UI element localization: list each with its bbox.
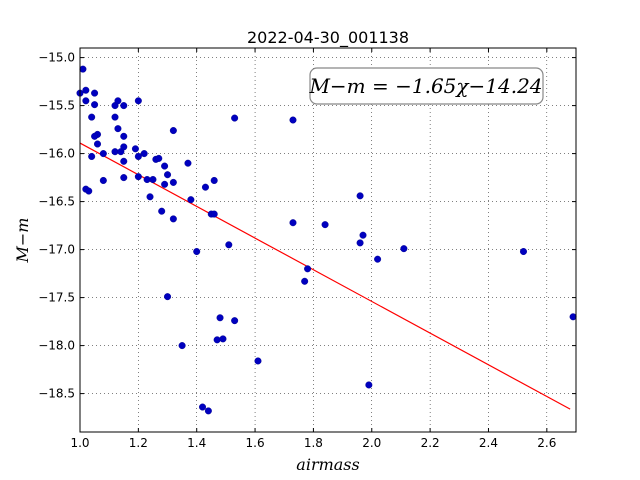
y-tick-label: −18.5 <box>38 387 75 401</box>
data-point <box>289 116 297 124</box>
x-tick-label: 1.8 <box>304 436 323 450</box>
data-point <box>114 97 122 105</box>
data-point <box>169 215 177 223</box>
data-point <box>204 407 212 415</box>
data-point <box>120 132 128 140</box>
x-tick-label: 1.4 <box>187 436 206 450</box>
data-point <box>140 150 148 158</box>
data-point <box>216 314 224 322</box>
data-point <box>85 187 93 195</box>
plot-frame <box>79 47 577 433</box>
y-tick-label: −16.0 <box>38 147 75 161</box>
data-point <box>164 171 172 179</box>
data-point <box>210 176 218 184</box>
fit-line-layer <box>79 142 571 410</box>
data-points <box>76 65 577 415</box>
data-point <box>213 336 221 344</box>
data-point <box>99 150 107 158</box>
fit-annotation: M−m = −1.65χ−14.24 <box>308 67 544 105</box>
data-point <box>82 86 90 94</box>
data-point <box>146 193 154 201</box>
x-axis-ticks: 1.0 1.2 1.4 1.6 1.8 2.0 2.2 2.4 2.6 <box>70 48 556 450</box>
y-tick-label: −15.0 <box>38 51 75 65</box>
data-point <box>400 245 408 253</box>
annotation-text: M−m = −1.65χ−14.24 <box>308 74 542 98</box>
x-tick-label: 2.4 <box>479 436 498 450</box>
data-point <box>158 207 166 215</box>
chart-title: 2022-04-30_001138 <box>247 28 409 48</box>
data-point <box>210 210 218 218</box>
y-tick-label: −17.0 <box>38 243 75 257</box>
data-point <box>94 140 102 148</box>
y-axis-ticks: −15.0 −15.5 −16.0 −16.5 −17.0 −17.5 −18.0 −18.5 <box>38 51 576 401</box>
x-tick-label: 2.0 <box>362 436 381 450</box>
data-point <box>199 403 207 411</box>
data-point <box>231 114 239 122</box>
data-point <box>143 176 151 184</box>
data-point <box>161 162 169 170</box>
x-tick-label: 1.2 <box>129 436 148 450</box>
data-point <box>359 231 367 239</box>
data-point <box>169 178 177 186</box>
x-tick-label: 2.6 <box>537 436 556 450</box>
data-point <box>178 342 186 350</box>
data-point <box>134 173 142 181</box>
data-point <box>91 101 99 109</box>
data-point <box>225 241 233 249</box>
data-point <box>120 174 128 182</box>
y-axis-label: M−m <box>13 218 32 264</box>
y-tick-label: −18.0 <box>38 339 75 353</box>
data-point <box>134 97 142 105</box>
data-point <box>374 255 382 263</box>
data-point <box>134 152 142 160</box>
data-point <box>519 248 527 256</box>
annotation-box <box>309 67 544 105</box>
data-point <box>184 159 192 167</box>
data-point <box>88 152 96 160</box>
data-point <box>201 183 209 191</box>
data-point <box>155 154 163 162</box>
data-point <box>149 176 157 184</box>
data-point <box>79 65 87 73</box>
data-point <box>193 248 201 256</box>
y-tick-label: −15.5 <box>38 99 75 113</box>
data-point <box>356 192 364 200</box>
data-point <box>131 145 139 153</box>
data-point <box>111 148 119 156</box>
data-point <box>301 277 309 285</box>
data-point <box>169 127 177 135</box>
data-point <box>120 157 128 165</box>
data-point <box>91 89 99 97</box>
data-point <box>88 113 96 121</box>
data-point <box>120 143 128 151</box>
data-point <box>304 265 312 273</box>
x-tick-label: 2.2 <box>421 436 440 450</box>
data-point <box>254 357 262 365</box>
data-point <box>91 132 99 140</box>
data-point <box>231 317 239 325</box>
data-point <box>356 239 364 247</box>
y-tick-label: −16.5 <box>38 195 75 209</box>
data-point <box>111 113 119 121</box>
x-axis-label: airmass <box>296 455 359 474</box>
data-point <box>161 180 169 188</box>
data-point <box>219 335 227 343</box>
data-point <box>365 381 373 389</box>
x-tick-label: 1.6 <box>246 436 265 450</box>
data-point <box>82 97 90 105</box>
x-tick-label: 1.0 <box>70 436 89 450</box>
data-point <box>187 196 195 204</box>
data-point <box>99 176 107 184</box>
y-tick-label: −17.5 <box>38 291 75 305</box>
data-point <box>569 313 577 321</box>
data-point <box>321 221 329 229</box>
data-point <box>164 293 172 301</box>
grid-lines <box>79 48 576 432</box>
fit-line <box>79 142 571 410</box>
data-point <box>120 102 128 110</box>
data-point <box>114 125 122 133</box>
data-point <box>289 219 297 227</box>
